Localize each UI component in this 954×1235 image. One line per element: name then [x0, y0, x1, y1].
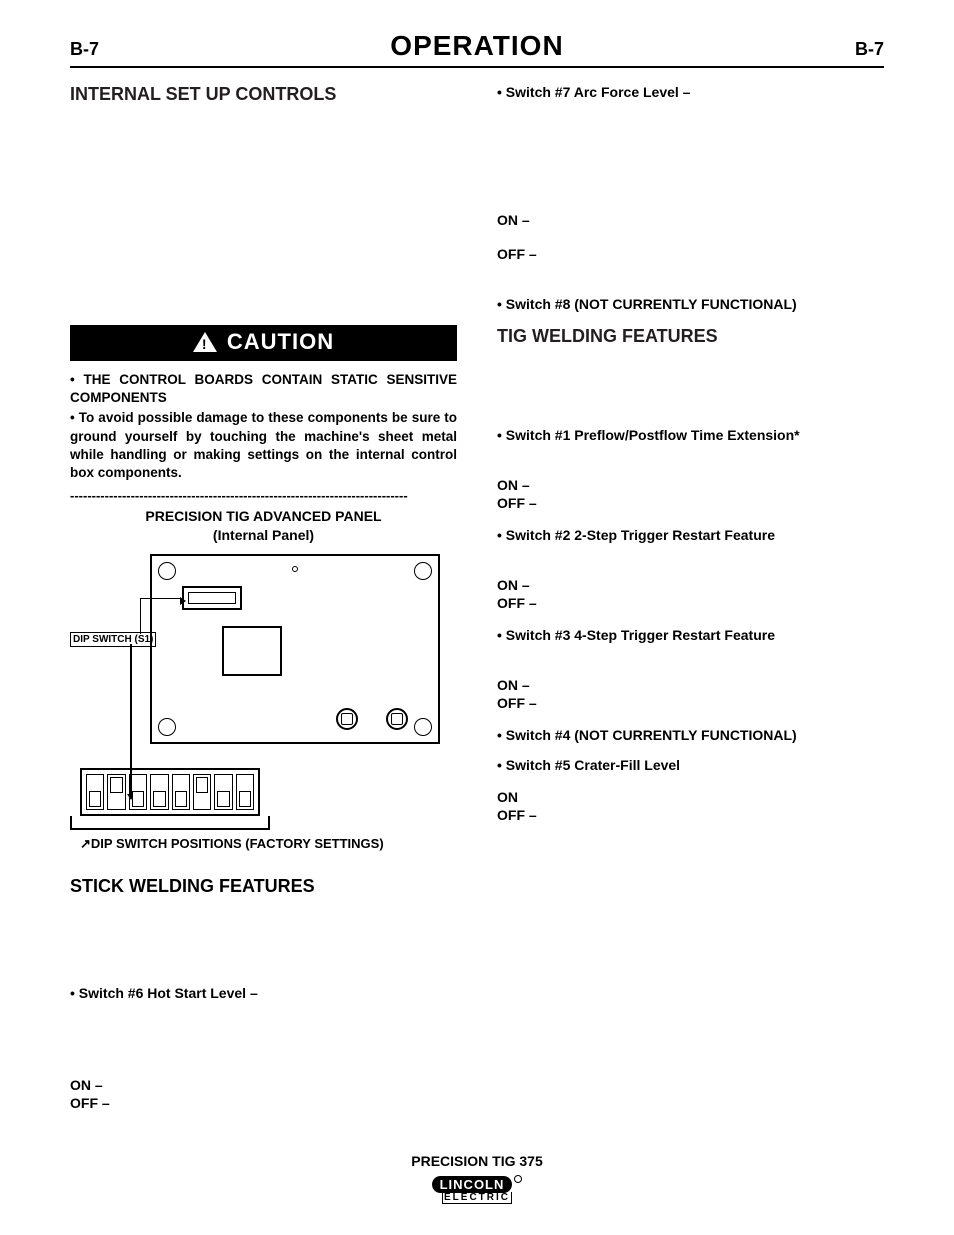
dip-switch-position: [172, 774, 190, 810]
mounting-hole-icon: [158, 718, 176, 736]
dip-switch-position: [193, 774, 211, 810]
component-rect-icon: [222, 626, 282, 676]
switch-7-on: ON –: [497, 212, 884, 228]
switch-3-on: ON –: [497, 677, 884, 693]
pcb-diagram: DIP SWITCH (S1) ↗DIP SWITCH POSITIONS (F…: [70, 554, 457, 853]
switch-4-label: • Switch #4 (NOT CURRENTLY FUNCTIONAL): [497, 727, 884, 743]
switch-6-label: • Switch #6 Hot Start Level –: [70, 985, 457, 1001]
pcb-outline: [150, 554, 440, 744]
right-column: • Switch #7 Arc Force Level – ON – OFF –…: [497, 84, 884, 1113]
dip-switch-position: [150, 774, 168, 810]
switch-7-label: • Switch #7 Arc Force Level –: [497, 84, 884, 100]
mounting-hole-icon: [414, 562, 432, 580]
dip-switch-base: [70, 816, 270, 830]
page-title: OPERATION: [390, 30, 563, 62]
switch-2-off: OFF –: [497, 595, 884, 611]
dip-switch-bank: [80, 768, 260, 816]
footer-model: PRECISION TIG 375: [70, 1153, 884, 1169]
warning-triangle-icon: [193, 332, 217, 352]
dip-switch-position: [236, 774, 254, 810]
logo-text-bottom: ELECTRIC: [442, 1192, 512, 1204]
dip-switch-position: [107, 774, 125, 810]
panel-title: PRECISION TIG ADVANCED PANEL (Internal P…: [70, 507, 457, 543]
dip-switch-position: [86, 774, 104, 810]
caution-banner: CAUTION: [70, 325, 457, 361]
switch-5-off: OFF –: [497, 807, 884, 823]
internal-setup-heading: INTERNAL SET UP CONTROLS: [70, 84, 457, 105]
mounting-hole-icon: [158, 562, 176, 580]
brand-logo: LINCOLN ELECTRIC: [70, 1175, 884, 1204]
dip-switch-label: DIP SWITCH (S1): [70, 632, 156, 647]
terminal-icon: [386, 708, 408, 730]
stick-welding-heading: STICK WELDING FEATURES: [70, 876, 457, 897]
switch-6-on: ON –: [70, 1077, 457, 1093]
dip-switch-enlarged: [70, 768, 457, 830]
switch-5-on: ON: [497, 789, 884, 805]
switch-5-label: • Switch #5 Crater-Fill Level: [497, 757, 884, 773]
switch-1-on: ON –: [497, 477, 884, 493]
dip-switch-position: [214, 774, 232, 810]
center-hole-icon: [292, 566, 298, 572]
page-header: B-7 OPERATION B-7: [70, 30, 884, 68]
terminal-icon: [336, 708, 358, 730]
switch-2-on: ON –: [497, 577, 884, 593]
dip-caption: ↗DIP SWITCH POSITIONS (FACTORY SETTINGS): [70, 836, 457, 853]
page-number-right: B-7: [855, 39, 884, 60]
caution-bullet-2: • To avoid possible damage to these comp…: [70, 409, 457, 482]
content-columns: INTERNAL SET UP CONTROLS CAUTION • THE C…: [70, 84, 884, 1113]
switch-3-off: OFF –: [497, 695, 884, 711]
left-column: INTERNAL SET UP CONTROLS CAUTION • THE C…: [70, 84, 457, 1113]
tig-welding-heading: TIG WELDING FEATURES: [497, 326, 884, 347]
arrow-to-dip-big-icon: [130, 644, 132, 794]
caution-text: CAUTION: [227, 329, 334, 355]
dip-switch-on-board-icon: [182, 586, 242, 610]
registered-icon: [514, 1175, 522, 1183]
switch-2-label: • Switch #2 2-Step Trigger Restart Featu…: [497, 527, 884, 543]
caution-bullet-1: • THE CONTROL BOARDS CONTAIN STATIC SENS…: [70, 371, 457, 407]
logo-text-top: LINCOLN: [432, 1176, 513, 1193]
dash-separator: ----------------------------------------…: [70, 488, 457, 503]
switch-7-off: OFF –: [497, 246, 884, 262]
switch-1-label: • Switch #1 Preflow/Postflow Time Extens…: [497, 427, 884, 443]
dip-switch-position: [129, 774, 147, 810]
switch-1-off: OFF –: [497, 495, 884, 511]
switch-3-label: • Switch #3 4-Step Trigger Restart Featu…: [497, 627, 884, 643]
page-number-left: B-7: [70, 39, 99, 60]
switch-6-off: OFF –: [70, 1095, 457, 1111]
switch-8-label: • Switch #8 (NOT CURRENTLY FUNCTIONAL): [497, 296, 884, 312]
mounting-hole-icon: [414, 718, 432, 736]
